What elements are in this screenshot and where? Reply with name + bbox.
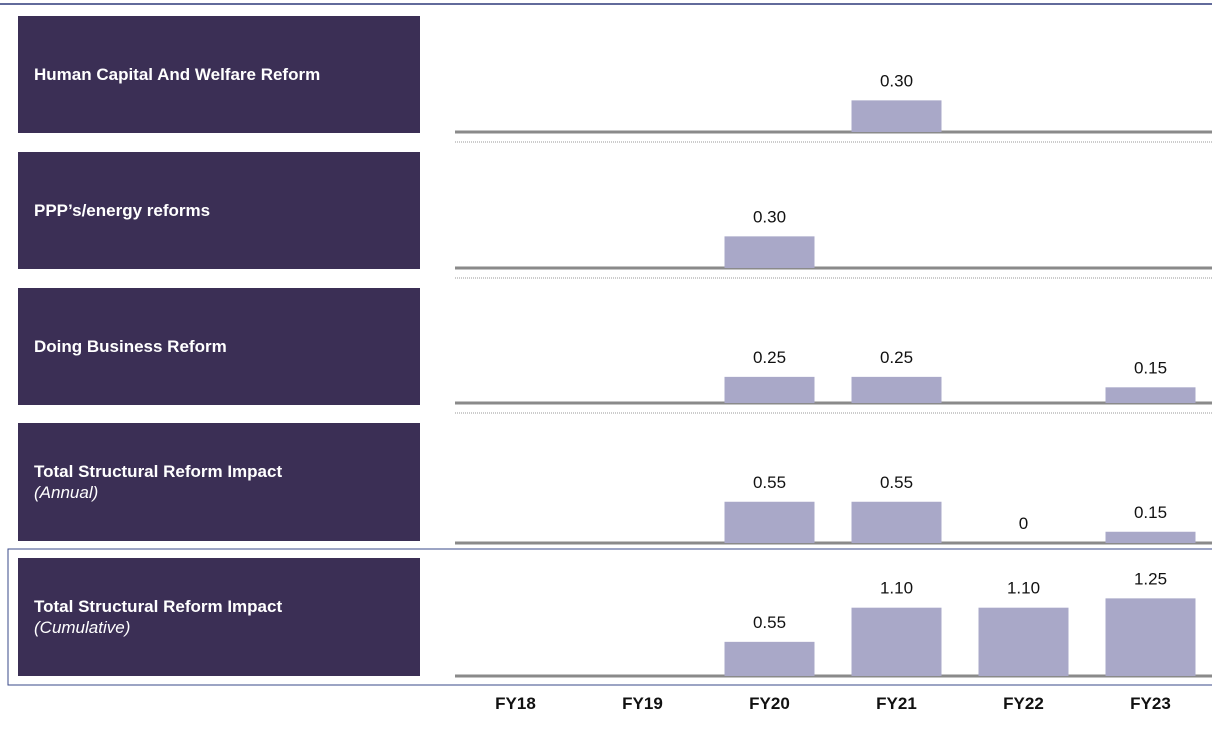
bar	[851, 607, 942, 676]
value-label: 0.55	[880, 473, 913, 492]
row-subtitle: (Cumulative)	[34, 618, 131, 637]
row-label: Total Structural Reform Impact (Annual)	[18, 423, 420, 541]
x-tick-label: FY19	[622, 694, 663, 713]
value-label: 0.15	[1134, 503, 1167, 522]
row-title: Human Capital And Welfare Reform	[34, 65, 321, 84]
value-label: 0	[1019, 514, 1028, 533]
value-label: 0.30	[880, 71, 913, 90]
row-label: PPP’s/energy reforms	[18, 152, 420, 269]
value-label: 0.55	[753, 613, 786, 632]
value-label: 0.25	[880, 348, 913, 367]
row-label: Total Structural Reform Impact (Cumulativ…	[18, 558, 420, 676]
value-label: 0.25	[753, 348, 786, 367]
highlight-frame	[7, 548, 1212, 686]
row-title: Total Structural Reform Impact	[34, 597, 283, 616]
x-tick-label: FY18	[495, 694, 536, 713]
x-tick-label: FY22	[1003, 694, 1044, 713]
x-tick-label: FY20	[749, 694, 790, 713]
bar	[1105, 387, 1196, 403]
bar	[724, 641, 815, 676]
bar	[851, 501, 942, 543]
value-label: 1.10	[880, 579, 913, 598]
value-label: 0.55	[753, 473, 786, 492]
row-subtitle: (Annual)	[34, 483, 99, 502]
value-label: 0.30	[753, 207, 786, 226]
bar	[724, 376, 815, 403]
value-label: 0.15	[1134, 358, 1167, 377]
row-title: Doing Business Reform	[34, 337, 227, 356]
value-label: 1.25	[1134, 569, 1167, 588]
bar	[978, 607, 1069, 676]
bar	[1105, 531, 1196, 543]
bar	[1105, 598, 1196, 676]
bar	[851, 100, 942, 132]
bar	[724, 501, 815, 543]
bar	[851, 376, 942, 403]
bar	[724, 236, 815, 268]
value-label: 1.10	[1007, 579, 1040, 598]
row-title: PPP’s/energy reforms	[34, 201, 211, 220]
row-label: Human Capital And Welfare Reform	[18, 16, 420, 133]
x-tick-label: FY21	[876, 694, 917, 713]
row-label: Doing Business Reform	[18, 288, 420, 405]
row-title: Total Structural Reform Impact	[34, 462, 283, 481]
x-tick-label: FY23	[1130, 694, 1171, 713]
